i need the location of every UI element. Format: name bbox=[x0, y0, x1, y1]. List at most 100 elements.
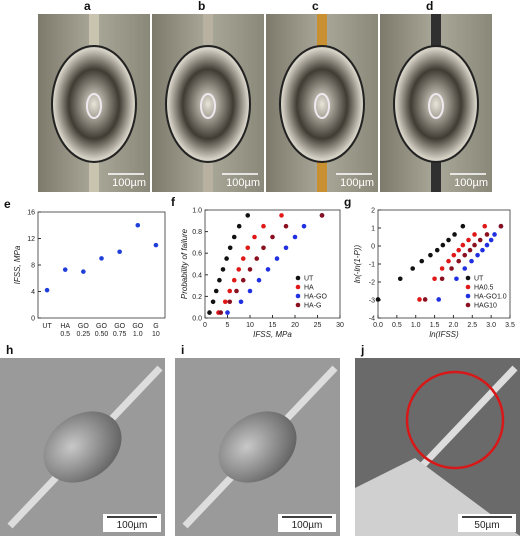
legend-marker bbox=[295, 275, 301, 281]
x-tick-label: GO bbox=[96, 323, 107, 330]
y-tick-label: 16 bbox=[27, 210, 35, 217]
data-point bbox=[207, 310, 212, 315]
data-point bbox=[498, 223, 504, 229]
data-point bbox=[227, 288, 233, 294]
data-point bbox=[475, 252, 480, 258]
x-tick-label: 0.25 bbox=[77, 331, 91, 338]
legend-label: HAG10 bbox=[474, 303, 497, 310]
data-point bbox=[462, 252, 468, 258]
data-point bbox=[460, 223, 466, 229]
data-point bbox=[135, 222, 141, 228]
legend-marker bbox=[465, 302, 471, 308]
data-point bbox=[446, 237, 451, 243]
data-point bbox=[240, 256, 246, 261]
y-tick-label: 0.8 bbox=[192, 229, 202, 236]
droplet bbox=[279, 45, 365, 163]
y-axis-label: IFSS, MPa bbox=[13, 245, 22, 284]
y-tick-label: 8 bbox=[31, 263, 35, 270]
data-point bbox=[449, 266, 454, 271]
panel-label: d bbox=[426, 0, 433, 13]
data-point bbox=[456, 258, 462, 264]
x-tick-label: 15 bbox=[269, 322, 277, 329]
data-point bbox=[456, 247, 462, 253]
data-point bbox=[265, 267, 271, 272]
plot-frame bbox=[37, 211, 166, 319]
y-tick-label: 0 bbox=[31, 316, 35, 323]
scale-label: 100µm bbox=[292, 520, 323, 531]
panel-label: j bbox=[360, 343, 364, 357]
legend-marker bbox=[295, 302, 301, 308]
data-point bbox=[213, 288, 219, 294]
x-tick-label: 5 bbox=[226, 322, 230, 329]
y-tick-label: 0.2 bbox=[192, 294, 202, 301]
data-point bbox=[44, 287, 50, 293]
highlight-circle bbox=[405, 370, 505, 470]
data-point bbox=[245, 213, 251, 218]
data-point bbox=[254, 256, 260, 261]
y-tick-label: 1.0 bbox=[192, 208, 202, 215]
data-point bbox=[410, 266, 415, 271]
data-point bbox=[492, 232, 497, 237]
data-point bbox=[484, 242, 490, 248]
scale-label: 100µm bbox=[454, 177, 488, 189]
scale-box bbox=[278, 514, 336, 532]
data-point bbox=[224, 256, 229, 261]
x-tick-label: 1.5 bbox=[430, 322, 440, 329]
panel-label: a bbox=[84, 0, 91, 13]
y-tick-label: -3 bbox=[369, 298, 375, 305]
data-point bbox=[222, 299, 228, 305]
data-point bbox=[218, 310, 224, 315]
x-tick-label: 0.50 bbox=[95, 331, 109, 338]
panel-label: e bbox=[4, 197, 11, 211]
x-tick-label: 1.0 bbox=[411, 322, 421, 329]
x-tick-label: 1.0 bbox=[133, 331, 143, 338]
data-point bbox=[462, 266, 468, 271]
data-point bbox=[477, 237, 483, 243]
x-tick-label: 3.0 bbox=[486, 322, 496, 329]
data-point bbox=[252, 234, 257, 240]
y-tick-label: 0 bbox=[371, 244, 375, 251]
data-point bbox=[466, 237, 471, 243]
x-tick-label: HA bbox=[60, 323, 70, 330]
scale-label: 100µm bbox=[226, 177, 260, 189]
droplet bbox=[218, 411, 297, 483]
legend-marker bbox=[295, 284, 301, 290]
data-point bbox=[238, 299, 244, 305]
data-point bbox=[434, 247, 440, 253]
droplet bbox=[393, 45, 479, 163]
data-point bbox=[292, 234, 298, 240]
x-tick-label: 10 bbox=[152, 331, 160, 338]
data-point bbox=[472, 242, 477, 248]
data-point bbox=[451, 252, 457, 258]
droplet bbox=[165, 45, 251, 163]
data-point bbox=[452, 232, 457, 237]
data-point bbox=[240, 277, 246, 283]
legend-marker bbox=[465, 275, 471, 281]
panel-label: g bbox=[344, 195, 351, 209]
scale-box bbox=[103, 514, 161, 532]
scale-label: 50µm bbox=[474, 520, 499, 531]
panel-label: i bbox=[181, 343, 184, 357]
data-point bbox=[256, 277, 262, 283]
x-tick-label: G bbox=[153, 323, 158, 330]
data-point bbox=[482, 223, 488, 229]
panel-label: c bbox=[312, 0, 319, 13]
data-point bbox=[319, 213, 325, 218]
data-point bbox=[469, 258, 474, 264]
y-tick-label: 0.4 bbox=[192, 272, 202, 279]
scale-box bbox=[458, 514, 516, 532]
data-point bbox=[227, 299, 233, 305]
x-tick-label: GO bbox=[132, 323, 143, 330]
y-tick-label: 4 bbox=[31, 289, 35, 296]
data-point bbox=[261, 223, 266, 229]
legend-label: HA-G bbox=[304, 303, 322, 310]
data-point bbox=[460, 242, 466, 248]
data-point bbox=[436, 297, 442, 302]
data-point bbox=[440, 242, 446, 248]
data-point bbox=[81, 269, 86, 274]
y-tick-label: -1 bbox=[369, 262, 375, 269]
data-point bbox=[217, 277, 222, 283]
y-tick-label: 1 bbox=[371, 226, 375, 233]
data-point bbox=[62, 267, 68, 272]
data-point bbox=[472, 232, 477, 237]
